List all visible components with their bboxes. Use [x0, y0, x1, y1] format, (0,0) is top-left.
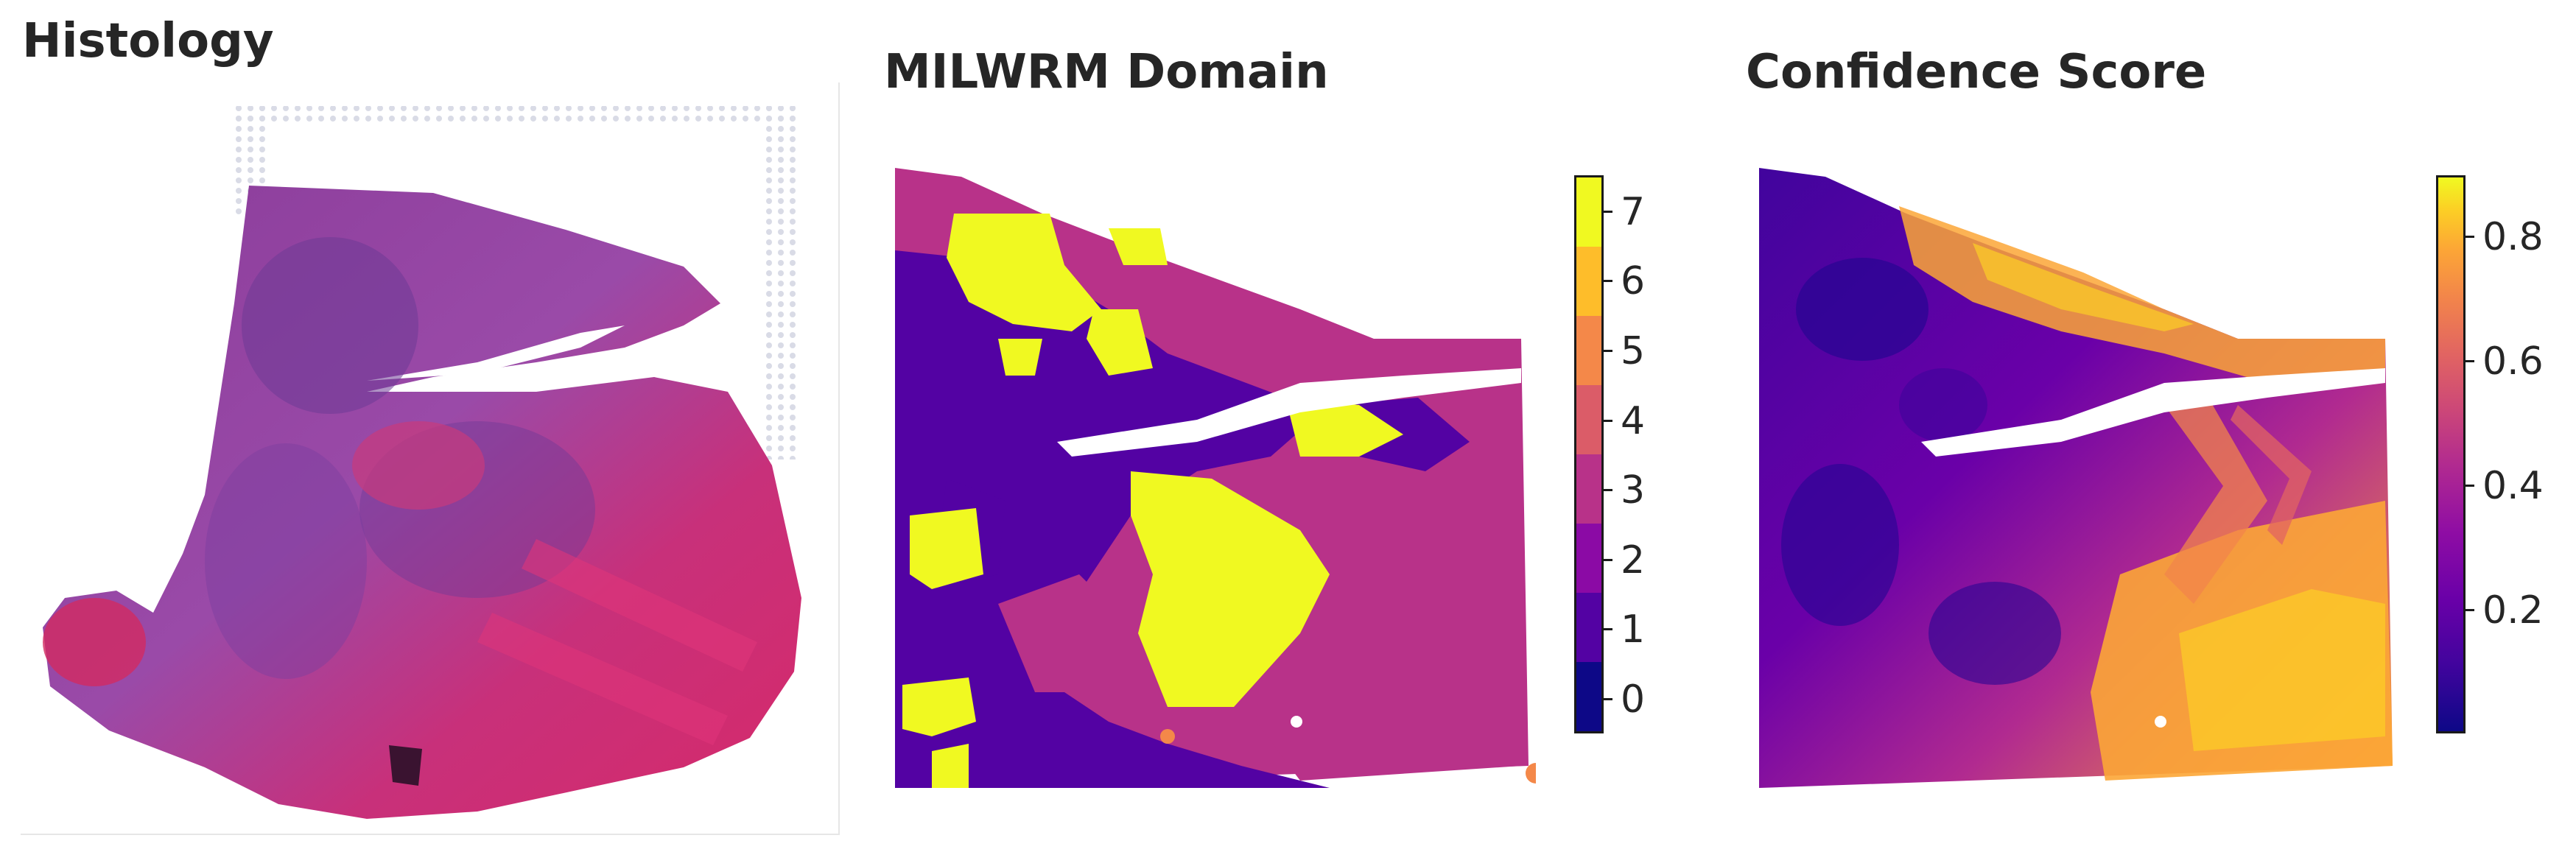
milwrm-tick-7 — [1604, 211, 1612, 213]
milwrm-tick-label-1: 1 — [1621, 608, 1646, 652]
milwrm-tick-label-0: 0 — [1621, 677, 1646, 722]
milwrm-domain-title: MILWRM Domain — [884, 45, 1329, 99]
milwrm-colorbar — [1574, 175, 1604, 733]
confidence-tick-label-0.6: 0.6 — [2482, 339, 2544, 384]
milwrm-tick-label-6: 6 — [1621, 259, 1646, 303]
histology-tissue-graphic — [43, 106, 801, 819]
confidence-tick-0.4 — [2466, 485, 2474, 487]
milwrm-tick-label-3: 3 — [1621, 468, 1646, 513]
milwrm-tick-label-7: 7 — [1621, 190, 1646, 234]
milwrm-tick-0 — [1604, 698, 1612, 700]
milwrm-tick-label-2: 2 — [1621, 538, 1646, 582]
milwrm-tick-6 — [1604, 280, 1612, 282]
confidence-tick-0.6 — [2466, 360, 2474, 362]
confidence-tick-0.2 — [2466, 609, 2474, 611]
milwrm-tick-2 — [1604, 559, 1612, 561]
confidence-colorbar — [2436, 175, 2466, 733]
colorbar-segment-6 — [1576, 247, 1601, 316]
milwrm-tick-4 — [1604, 420, 1612, 422]
milwrm-tick-label-5: 5 — [1621, 329, 1646, 373]
colorbar-segment-5 — [1576, 316, 1601, 385]
colorbar-segment-2 — [1576, 524, 1601, 593]
confidence-score-graphic — [1759, 168, 2393, 788]
milwrm-tick-label-4: 4 — [1621, 399, 1646, 443]
colorbar-segment-7 — [1576, 177, 1601, 247]
confidence-tick-label-0.8: 0.8 — [2482, 215, 2544, 259]
milwrm-tick-3 — [1604, 489, 1612, 491]
confidence-tick-label-0.2: 0.2 — [2482, 588, 2544, 633]
milwrm-domain-map — [888, 162, 1536, 795]
colorbar-segment-3 — [1576, 454, 1601, 524]
confidence-score-title: Confidence Score — [1746, 45, 2207, 99]
confidence-tick-0.8 — [2466, 236, 2474, 238]
histology-title: Histology — [22, 14, 274, 68]
colorbar-segment-0 — [1576, 662, 1601, 731]
colorbar-segment-1 — [1576, 593, 1601, 662]
confidence-score-map — [1752, 162, 2400, 795]
milwrm-tick-1 — [1604, 628, 1612, 630]
milwrm-domain-graphic — [895, 168, 1536, 788]
confidence-tick-label-0.4: 0.4 — [2482, 464, 2544, 508]
milwrm-tick-5 — [1604, 350, 1612, 352]
histology-image — [21, 82, 840, 835]
colorbar-segment-4 — [1576, 385, 1601, 454]
